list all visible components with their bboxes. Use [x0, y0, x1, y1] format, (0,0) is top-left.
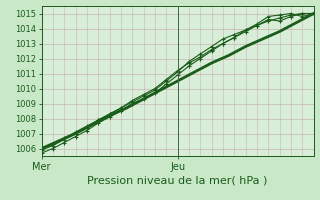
X-axis label: Pression niveau de la mer( hPa ): Pression niveau de la mer( hPa ) [87, 176, 268, 186]
